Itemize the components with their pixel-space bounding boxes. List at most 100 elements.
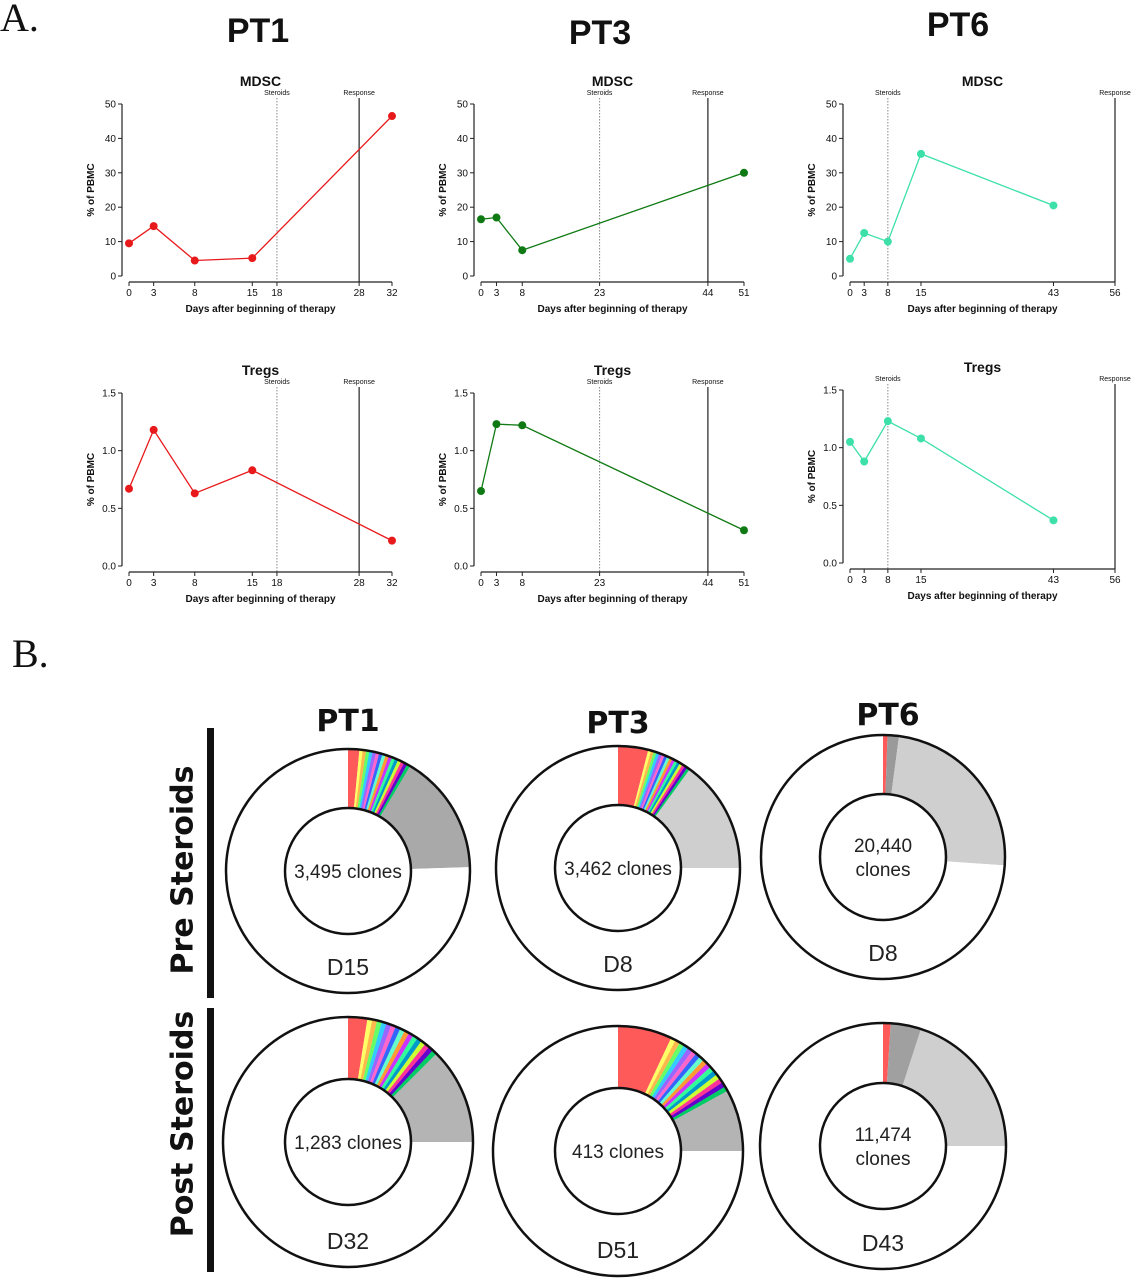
data-point-pt6-tregs — [916, 434, 925, 443]
donut-outer-ring-pt3-d8 — [494, 744, 742, 992]
day-label-pt3-d8: D8 — [603, 951, 632, 977]
clone-slice-pt3-d51 — [662, 1063, 711, 1109]
data-point-pt6-tregs — [1049, 516, 1058, 525]
donut-center-pt1-d15 — [283, 806, 413, 936]
donut-outer-ring-pt3-d51 — [491, 1024, 745, 1278]
x-tick-label-pt3-mdsc: 8 — [519, 288, 525, 299]
clone-slice-pt3-d51 — [651, 1044, 689, 1099]
clone-slice-pt3-d8 — [637, 752, 660, 809]
clone-slice-pt3-d51 — [661, 1059, 708, 1107]
x-tick-label-pt1-mdsc: 15 — [247, 288, 259, 299]
clone-slice-pt1-d15 — [359, 750, 373, 810]
data-point-pt3-mdsc — [518, 246, 527, 255]
y-tick-label-pt3-tregs: 1.0 — [454, 446, 468, 457]
clone-slice-pt1-d15 — [225, 748, 470, 993]
data-point-pt1-tregs — [248, 466, 257, 475]
data-point-pt3-tregs — [740, 526, 748, 535]
clone-slice-pt1-d15 — [380, 765, 470, 870]
y-tick-label-pt6-tregs: 0.0 — [823, 559, 837, 570]
x-axis-label-pt1-mdsc: Days after beginning of therapy — [185, 304, 335, 315]
x-tick-label-pt3-tregs: 0 — [478, 578, 484, 589]
y-tick-label-pt6-tregs: 0.5 — [823, 501, 837, 512]
clone-slice-pt1-d32 — [388, 1046, 434, 1096]
clone-slice-pt3-d51 — [647, 1040, 681, 1097]
series-line-pt1-tregs — [128, 428, 393, 542]
clone-slice-pt1-d32 — [385, 1040, 426, 1093]
clone-slice-pt3-d51 — [657, 1053, 701, 1104]
clone-slice-pt1-d32 — [380, 1035, 418, 1090]
y-tick-label-pt3-tregs: 0.5 — [454, 504, 468, 515]
y-axis-label-pt1-tregs: % of PBMC — [86, 453, 97, 506]
y-tick-label-pt3-tregs: 1.5 — [454, 389, 468, 400]
x-tick-label-pt3-mdsc: 23 — [594, 288, 606, 299]
row-bracket-pre — [207, 728, 214, 998]
clone-slice-pt3-d51 — [673, 1090, 743, 1151]
clone-count-pt6-d43: clones — [856, 1149, 911, 1170]
y-tick-label-pt6-tregs: 1.0 — [823, 443, 837, 454]
y-tick-label-pt6-mdsc: 40 — [826, 134, 838, 145]
clone-slice-pt3-d51 — [664, 1066, 714, 1111]
clone-count-pt1-d15: 3,495 clones — [294, 862, 402, 883]
data-point-pt1-mdsc — [388, 112, 396, 121]
row-bracket-post — [207, 1008, 214, 1272]
response-label-pt1-tregs: Response — [343, 379, 375, 386]
data-point-pt1-mdsc — [248, 254, 257, 263]
clone-slice-pt1-d15 — [360, 751, 377, 810]
y-axis-label-pt1-mdsc: % of PBMC — [86, 163, 97, 216]
clone-count-pt1-d32: 1,283 clones — [294, 1133, 402, 1154]
clone-slice-pt3-d8 — [650, 762, 683, 815]
clone-slice-pt3-d8 — [648, 761, 681, 814]
x-tick-label-pt6-tregs: 43 — [1048, 575, 1060, 586]
clone-slice-pt3-d8 — [496, 746, 740, 990]
day-label-pt1-d15: D15 — [327, 954, 369, 980]
clone-slice-pt3-d51 — [655, 1050, 697, 1102]
clone-slice-pt1-d15 — [378, 764, 411, 817]
donut-center-pt6-d43 — [818, 1081, 948, 1211]
chart-pt1-tregs: Tregs 0.0 0.5 1.0 1.5 0 3 8 15 18 28 32 Days after b… — [86, 362, 398, 605]
steroids-label-pt1-tregs: Steroids — [264, 379, 290, 386]
series-line-pt1-mdsc — [128, 115, 393, 262]
clone-slice-pt6-d8 — [885, 735, 900, 795]
donut-center-pt3-d8 — [553, 803, 683, 933]
clone-slice-pt3-d51 — [493, 1026, 743, 1276]
clone-slice-pt3-d8 — [655, 769, 740, 868]
day-label-pt6-d43: D43 — [862, 1230, 904, 1256]
x-tick-label-pt1-tregs: 28 — [354, 578, 366, 589]
clone-slice-pt1-d15 — [355, 749, 367, 809]
clone-slice-pt6-d43 — [886, 1023, 922, 1087]
x-tick-label-pt6-tregs: 0 — [847, 575, 853, 586]
y-tick-label-pt6-mdsc: 10 — [826, 237, 838, 248]
clone-slice-pt1-d32 — [378, 1032, 414, 1089]
response-label-pt3-mdsc: Response — [692, 90, 724, 97]
chart-title-pt1-tregs: Tregs — [242, 362, 280, 378]
data-point-pt3-tregs — [518, 421, 527, 430]
response-label-pt1-mdsc: Response — [343, 90, 375, 97]
x-axis-label-pt1-tregs: Days after beginning of therapy — [185, 594, 335, 605]
clone-slice-pt3-d51 — [659, 1056, 704, 1106]
clone-slice-pt1-d15 — [353, 749, 364, 809]
x-axis-label-pt3-tregs: Days after beginning of therapy — [537, 594, 687, 605]
clone-slice-pt3-d8 — [653, 767, 690, 818]
clone-slice-pt1-d32 — [374, 1028, 405, 1086]
data-point-pt1-tregs — [190, 489, 199, 498]
clone-slice-pt1-d32 — [223, 1017, 473, 1267]
x-tick-label-pt3-tregs: 51 — [738, 578, 750, 589]
clone-slice-pt1-d32 — [392, 1053, 473, 1142]
clone-slice-pt6-d8 — [761, 735, 1005, 979]
y-tick-label-pt1-tregs: 1.5 — [102, 389, 116, 400]
data-point-pt6-mdsc — [1049, 201, 1058, 210]
donut-pt1-d32: 1,283 clones D32 — [221, 1015, 475, 1269]
patient-title-pt1: PT1 — [226, 12, 290, 50]
x-tick-label-pt3-tregs: 8 — [519, 578, 525, 589]
response-label-pt3-tregs: Response — [692, 379, 724, 386]
x-tick-label-pt1-mdsc: 32 — [386, 288, 398, 299]
x-tick-label-pt1-mdsc: 28 — [354, 288, 366, 299]
y-tick-label-pt6-mdsc: 20 — [826, 203, 838, 214]
chart-title-pt3-tregs: Tregs — [594, 362, 632, 378]
data-point-pt1-tregs — [388, 536, 396, 545]
donut-outer-ring-pt6-d8 — [759, 733, 1007, 981]
clone-slice-pt3-d8 — [635, 750, 655, 808]
y-tick-label-pt3-mdsc: 30 — [457, 168, 469, 179]
chart-title-pt1-mdsc: MDSC — [240, 73, 281, 89]
